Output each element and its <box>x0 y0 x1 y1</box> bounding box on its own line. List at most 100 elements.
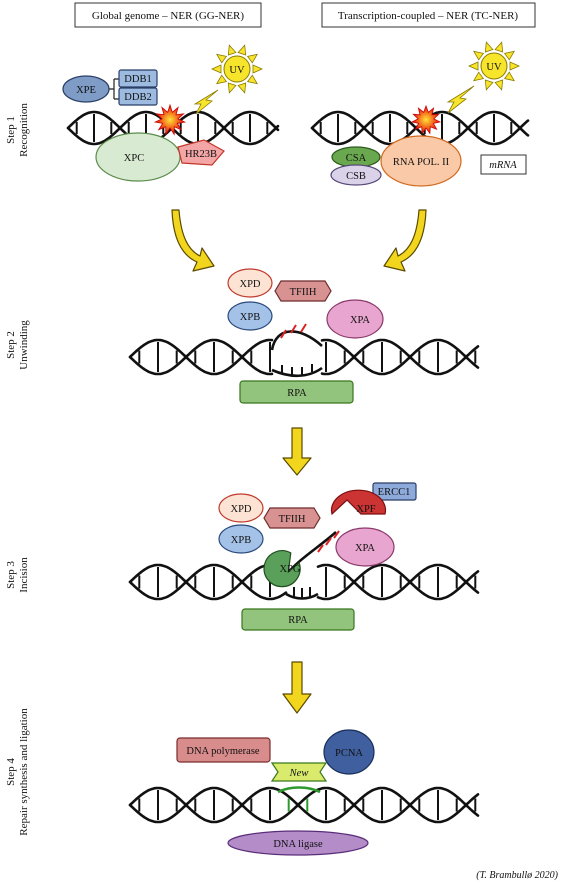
dna-damage-icon <box>153 103 187 136</box>
header-tc-ner: Transcription-coupled – NER (TC-NER) <box>321 2 536 28</box>
xpa-protein-step3: XPA <box>335 527 395 567</box>
pcna-label: PCNA <box>335 748 363 759</box>
credit-text: (T. Brambullø 2020) <box>476 870 558 881</box>
step3-label-line2: Incision <box>18 557 30 593</box>
dna-helix-step4 <box>128 786 480 824</box>
xpg-protein: XPG <box>263 550 301 588</box>
rpa-label-step2: RPA <box>287 388 307 399</box>
step2-label-line1: Step 2 <box>5 331 17 359</box>
dna-polymerase-label: DNA polymerase <box>186 746 260 757</box>
sun-ray <box>227 44 237 56</box>
mrna-box: mRNA <box>480 154 527 175</box>
damaged-base-mark <box>333 530 340 539</box>
dna-helix-tc-strand-top <box>310 110 530 146</box>
csb-label: CSB <box>346 171 366 182</box>
xpc-label: XPC <box>124 153 144 164</box>
sun-ray <box>252 64 263 74</box>
tfiih-protein-step3: TFIIH <box>263 507 321 529</box>
xpg-label: XPG <box>279 564 300 575</box>
sun-ray <box>503 71 515 82</box>
header-tc-ner-label: Transcription-coupled – NER (TC-NER) <box>338 10 518 22</box>
sun-ray <box>503 50 515 61</box>
sun-ray <box>227 82 237 94</box>
xpa-label-step2: XPA <box>350 315 370 326</box>
rpa-label-step3: RPA <box>288 615 308 626</box>
dna-ligase-label: DNA ligase <box>273 839 323 850</box>
rpa-protein-step2: RPA <box>239 380 354 404</box>
dna-helix-step2-strand-bottom <box>128 338 480 376</box>
header-gg-ner-label: Global genome – NER (GG-NER) <box>92 10 244 22</box>
sun-ray <box>484 41 494 53</box>
step3-label-line1: Step 3 <box>5 561 17 589</box>
new-label: New <box>289 768 309 779</box>
xpd-protein-step2: XPD <box>227 268 273 298</box>
xpe-label: XPE <box>76 85 96 96</box>
ddb2-protein: DDB2 <box>118 87 158 106</box>
tfiih-label-step3: TFIIH <box>279 514 306 525</box>
csa-label: CSA <box>346 153 367 164</box>
damaged-base-mark <box>300 323 307 333</box>
gap-strand-bottom <box>285 592 319 600</box>
xpb-label-step3: XPB <box>231 535 251 546</box>
sun-ray <box>509 61 520 71</box>
sun-ray <box>216 53 228 64</box>
ercc1-label: ERCC1 <box>378 487 411 498</box>
step4-label-line2: Repair synthesis and ligation <box>18 708 30 836</box>
damaged-base-mark <box>317 544 324 553</box>
step4-label: Step 4 Repair synthesis and ligation <box>5 708 30 836</box>
damaged-base-mark <box>280 329 287 339</box>
dna-ligase-protein: DNA ligase <box>227 830 369 856</box>
dna-helix-step3 <box>128 530 480 601</box>
uv-label-tc: UV <box>486 62 502 73</box>
ercc1-protein: ERCC1 <box>372 482 417 501</box>
arrow-tc-to-step2 <box>383 209 427 272</box>
step2-label: Step 2 Unwinding <box>5 320 30 370</box>
dna-helix-step3-strand-top <box>128 563 480 601</box>
xpf-protein: XPF <box>330 489 387 516</box>
arrow-step2-to-step3 <box>282 427 312 476</box>
xpa-protein-step2: XPA <box>326 299 384 339</box>
step4-label-line1: Step 4 <box>5 758 17 786</box>
mrna-label: mRNA <box>489 160 517 171</box>
header-gg-ner: Global genome – NER (GG-NER) <box>74 2 262 28</box>
sun-ray <box>237 44 247 56</box>
lightning-bolt-icon-tc <box>446 85 475 114</box>
csb-protein: CSB <box>330 164 382 186</box>
arrow-step3-to-step4 <box>282 661 312 714</box>
ddb1-protein: DDB1 <box>118 69 158 88</box>
xpc-protein: XPC <box>95 132 181 182</box>
uv-label-gg: UV <box>229 65 245 76</box>
rna-pol-ii-label: RNA POL. II <box>393 157 450 168</box>
sun-ray <box>211 64 222 74</box>
hr23b-protein: HR23B <box>177 139 225 166</box>
lightning-bolt-icon <box>193 89 219 115</box>
arrow-gg-to-step2 <box>171 209 215 272</box>
new-patch-label: New <box>270 762 328 782</box>
rna-pol-ii-protein: RNA POL. II <box>380 135 462 187</box>
xpb-protein-step2: XPB <box>227 301 273 331</box>
uv-sun-gg: UV <box>211 44 263 94</box>
ddb1-label: DDB1 <box>124 74 151 85</box>
xpa-label-step3: XPA <box>355 543 375 554</box>
hr23b-label: HR23B <box>185 149 217 160</box>
unwound-strand-bottom <box>271 366 323 378</box>
tfiih-protein-step2: TFIIH <box>274 280 332 302</box>
tfiih-label-step2: TFIIH <box>290 287 317 298</box>
xpd-label-step2: XPD <box>239 279 260 290</box>
xpe-protein: XPE <box>62 75 110 103</box>
unwound-strand-top <box>270 330 323 351</box>
sun-ray <box>473 50 485 61</box>
xpf-label: XPF <box>356 504 375 515</box>
dna-helix-step4-strand-top <box>128 786 480 824</box>
xpb-protein-step3: XPB <box>218 524 264 554</box>
step1-label-line2: Recognition <box>18 103 30 157</box>
rpa-protein-step3: RPA <box>241 608 355 631</box>
sun-ray <box>246 74 258 85</box>
xpe-ddb-bracket <box>109 78 119 100</box>
pcna-protein: PCNA <box>323 729 375 775</box>
dna-damage-icon-tc <box>410 104 442 135</box>
damaged-base-mark <box>325 537 332 546</box>
damaged-base-mark <box>290 324 297 334</box>
sun-ray <box>246 53 258 64</box>
xpb-label-step2: XPB <box>240 312 260 323</box>
